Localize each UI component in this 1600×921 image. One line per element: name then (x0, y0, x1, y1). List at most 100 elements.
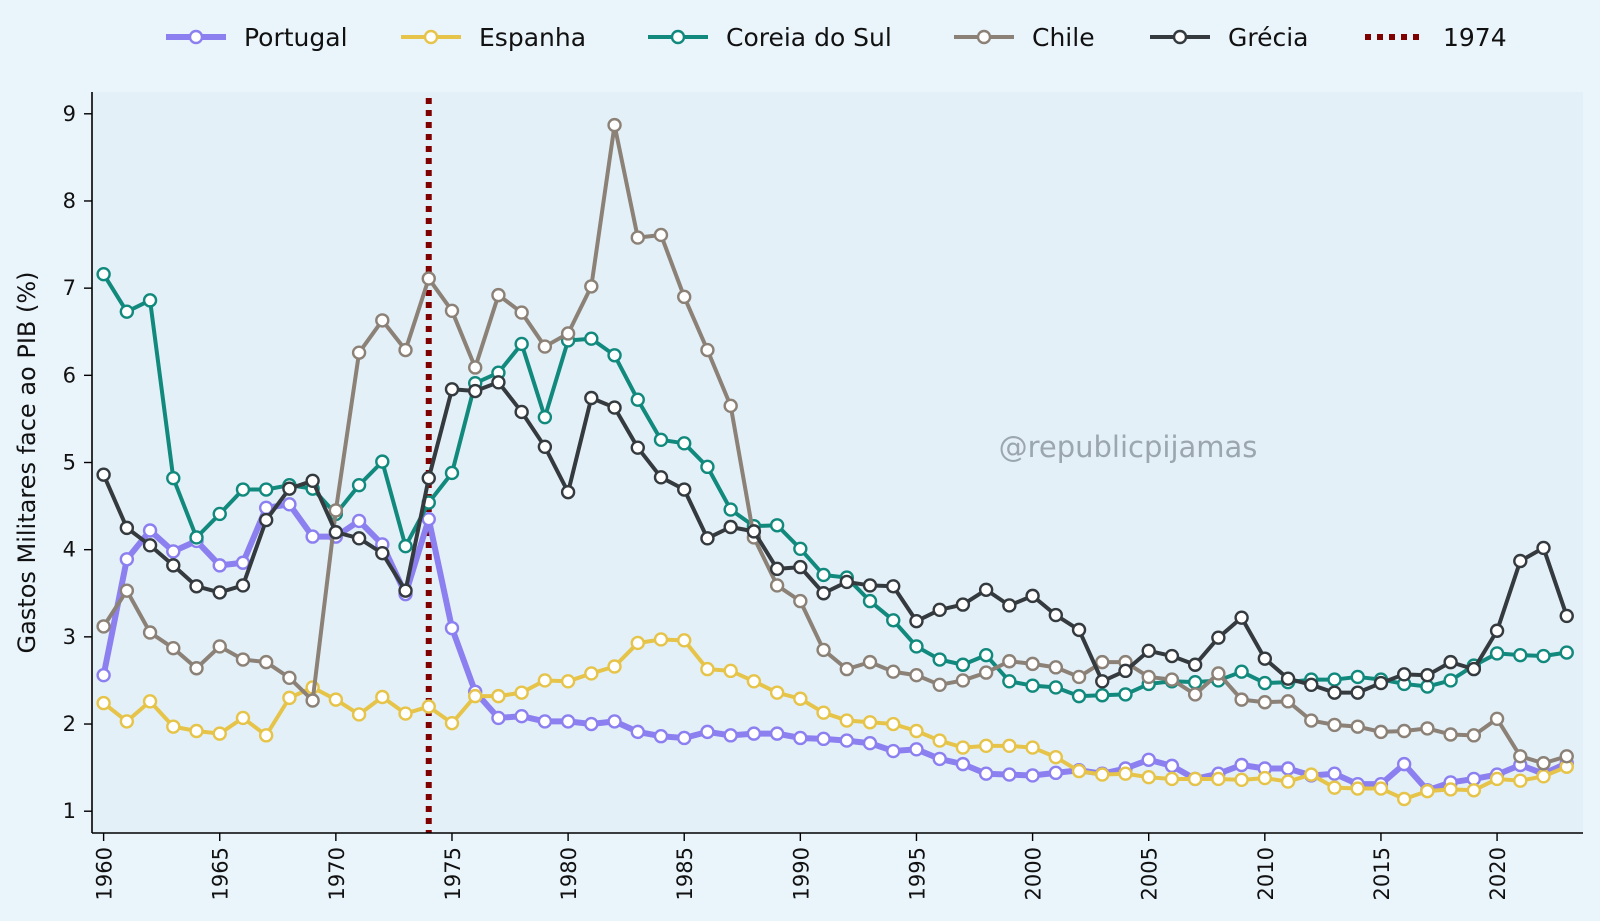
data-point (746, 524, 762, 539)
data-point (1466, 783, 1482, 798)
data-point (1211, 630, 1226, 645)
data-point (1187, 687, 1203, 702)
data-point (166, 544, 181, 559)
y-tick-label: 4 (63, 538, 76, 562)
legend-item-grécia: Grécia (1150, 23, 1309, 52)
data-point (537, 439, 553, 455)
data-point (978, 766, 994, 781)
data-point (96, 695, 111, 711)
x-tick-label: 1980 (557, 847, 581, 900)
x-tick-label: 1990 (789, 847, 813, 900)
data-point (839, 574, 854, 590)
data-point (258, 728, 274, 743)
data-point (1420, 721, 1435, 736)
data-point (514, 404, 529, 420)
data-point (560, 714, 576, 729)
data-point (746, 726, 762, 741)
data-point (1025, 768, 1040, 783)
y-tick-label: 3 (63, 625, 76, 649)
legend-item-chile: Chile (954, 23, 1095, 52)
series-line (100, 501, 1570, 794)
data-point (142, 625, 158, 640)
data-point (677, 633, 692, 648)
data-point (1141, 752, 1156, 767)
data-point (537, 673, 553, 688)
data-point (584, 390, 599, 406)
data-point (1304, 713, 1319, 728)
data-point (1025, 588, 1040, 604)
data-point (862, 736, 878, 751)
data-point (305, 529, 320, 544)
data-point (584, 331, 599, 346)
legend-label: Coreia do Sul (726, 23, 892, 52)
data-point (1095, 654, 1110, 670)
data-point (978, 738, 994, 754)
data-point (1396, 723, 1412, 739)
data-point (212, 639, 227, 654)
y-tick-label: 7 (63, 276, 76, 300)
x-tick-label: 2020 (1486, 847, 1510, 900)
data-point (1211, 771, 1226, 787)
data-point (1443, 673, 1458, 688)
data-point (653, 227, 669, 243)
data-point (700, 531, 715, 546)
data-point (468, 383, 483, 399)
data-point (305, 693, 320, 708)
data-point (1187, 674, 1203, 690)
data-point (398, 706, 413, 721)
data-point (1095, 674, 1110, 689)
data-point (886, 743, 901, 759)
plot-area (92, 92, 1583, 833)
data-point (1071, 688, 1087, 704)
data-point (955, 740, 971, 755)
data-point (1350, 719, 1365, 734)
legend-item-1974: 1974 (1365, 23, 1507, 52)
data-point (351, 513, 367, 529)
data-point (1536, 769, 1551, 784)
data-point (537, 409, 553, 425)
data-point (491, 710, 506, 726)
data-point (816, 567, 831, 583)
data-point (142, 293, 158, 308)
data-point (351, 477, 367, 493)
data-point (769, 685, 785, 700)
data-point (1513, 647, 1528, 663)
data-point (607, 400, 622, 415)
data-point (630, 440, 645, 455)
legend-marker (423, 29, 439, 45)
data-point (723, 663, 738, 679)
data-point (723, 502, 738, 517)
legend-label: 1974 (1443, 23, 1507, 52)
data-point (1513, 553, 1528, 569)
data-point (723, 519, 738, 535)
data-point (166, 558, 181, 573)
data-point (235, 578, 251, 593)
series-espanha (96, 632, 1574, 807)
legend-marker (188, 29, 204, 45)
data-point (1118, 687, 1133, 702)
data-point (677, 289, 692, 305)
legend-item-espanha: Espanha (401, 23, 586, 52)
series-line (101, 380, 1569, 695)
data-point (96, 668, 111, 683)
y-tick-label: 9 (63, 102, 76, 126)
data-point (1002, 767, 1017, 782)
data-point (909, 723, 924, 739)
legend-label: Espanha (479, 23, 586, 52)
data-point (1559, 749, 1574, 764)
data-point (421, 699, 436, 714)
data-point (862, 593, 878, 609)
data-point (769, 561, 785, 577)
y-tick-label: 5 (63, 451, 76, 475)
data-point (1141, 770, 1156, 785)
data-point (1280, 694, 1296, 709)
data-point (514, 305, 529, 320)
legend-label: Chile (1032, 23, 1095, 52)
data-point (560, 674, 576, 689)
data-point (142, 694, 158, 709)
data-point (1420, 668, 1435, 683)
data-point (1071, 622, 1087, 638)
data-point (1187, 657, 1203, 672)
data-point (96, 267, 111, 282)
data-point (444, 620, 460, 636)
